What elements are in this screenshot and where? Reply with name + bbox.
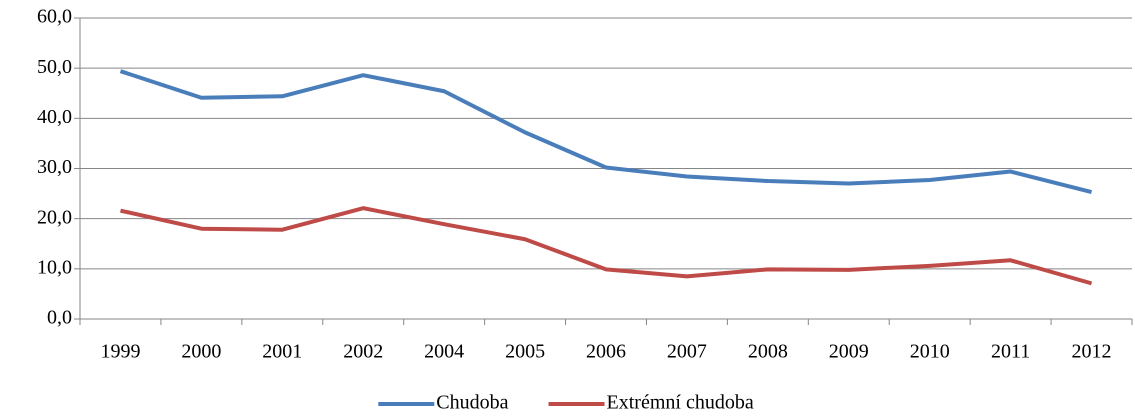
- line-series: [120, 206, 1093, 286]
- legend-label: Extrémní chudoba: [607, 392, 754, 414]
- x-tick-label: 1999: [100, 341, 140, 363]
- x-tick-label: 2006: [586, 341, 626, 363]
- y-tick-label: 20,0: [37, 206, 72, 228]
- y-tick-label: 50,0: [37, 56, 72, 78]
- legend: Chudoba Extrémní chudoba: [378, 392, 754, 414]
- x-tick-label: 2000: [181, 341, 221, 363]
- x-tick-label: 2012: [1072, 341, 1112, 363]
- x-tick-label: 2007: [667, 341, 707, 363]
- y-tick-label: 10,0: [37, 256, 72, 278]
- legend-label: Chudoba: [436, 392, 508, 414]
- y-tick-label: 30,0: [37, 156, 72, 178]
- x-tick-label: 2004: [424, 341, 464, 363]
- line-series: [119, 69, 1093, 195]
- y-tick-label: 60,0: [37, 6, 72, 28]
- x-tick-label: 2010: [910, 341, 950, 363]
- y-tick-label: 40,0: [37, 106, 72, 128]
- x-tick-label: 2002: [343, 341, 383, 363]
- x-tick-label: 2008: [748, 341, 788, 363]
- x-tick-label: 2001: [262, 341, 302, 363]
- x-tick-label: 2011: [991, 341, 1030, 363]
- x-tick-label: 2005: [505, 341, 545, 363]
- x-tick-label: 2009: [829, 341, 869, 363]
- y-tick-label: 0,0: [47, 307, 72, 329]
